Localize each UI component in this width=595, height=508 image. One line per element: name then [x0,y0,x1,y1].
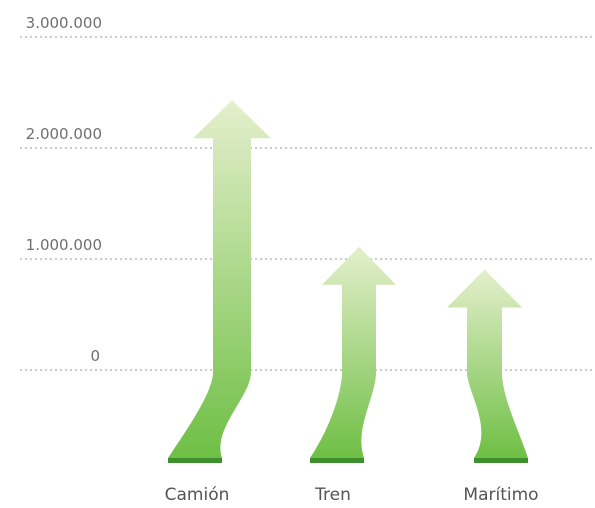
arrow-bar-tren [310,246,396,458]
y-tick-label: 0 [90,347,100,365]
y-tick-label: 2.000.000 [26,125,102,143]
y-tick-label: 3.000.000 [26,14,102,32]
arrow-base [474,458,528,463]
category-label: Marítimo [463,485,538,505]
category-label: Camión [165,485,230,505]
y-tick-label: 1.000.000 [26,236,102,254]
arrow-bar-marítimo [447,269,528,458]
category-label: Tren [314,485,351,505]
arrow-base [310,458,364,463]
arrow-base [168,458,222,463]
arrow-bar-camión [168,100,271,459]
arrow-layer [168,100,528,463]
category-label-layer: Camión Tren Marítimo [165,485,539,505]
grid-layer: 0 1.000.000 2.000.000 3.000.000 [20,14,595,371]
